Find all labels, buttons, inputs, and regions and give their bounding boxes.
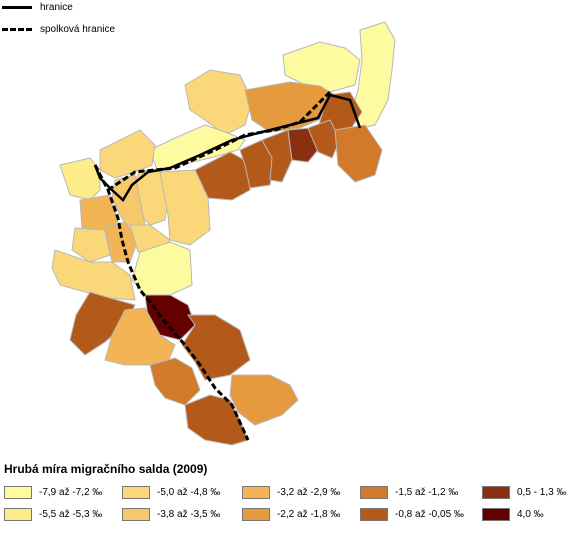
legend-class-8: -0,8 až -0,05 ‰ xyxy=(360,508,464,521)
legend-swatch xyxy=(482,486,510,499)
border-line-sample xyxy=(2,6,32,9)
choropleth-legend: Hrubá míra migračního salda (2009) -7,9 … xyxy=(0,458,584,534)
state-border-line-sample xyxy=(2,28,32,31)
region-east-5[interactable] xyxy=(307,119,341,159)
legend-class-label: 0,5 - 1,3 ‰ xyxy=(517,487,567,498)
legend-class-1: -7,9 až -7,2 ‰ xyxy=(4,486,102,499)
legend-swatch xyxy=(4,486,32,499)
legend-class-4: -3,8 až -3,5 ‰ xyxy=(122,508,220,521)
legend-class-10: 4,0 ‰ xyxy=(482,508,544,521)
legend-swatch xyxy=(122,486,150,499)
legend-class-label: -3,2 až -2,9 ‰ xyxy=(277,487,341,498)
region-north-3[interactable] xyxy=(184,69,253,136)
legend-class-label: -7,9 až -7,2 ‰ xyxy=(39,487,103,498)
legend-swatch xyxy=(360,508,388,521)
border-line xyxy=(93,93,362,202)
region-north-1[interactable] xyxy=(282,41,361,93)
legend-class-2: -5,5 až -5,3 ‰ xyxy=(4,508,102,521)
region-central-9[interactable] xyxy=(131,241,193,296)
border-legend-label: hranice xyxy=(40,2,73,13)
legend-class-label: 4,0 ‰ xyxy=(517,509,544,520)
state-border-legend-item: spolková hranice xyxy=(2,24,115,35)
legend-swatch xyxy=(242,486,270,499)
legend-class-6: -2,2 až -1,8 ‰ xyxy=(242,508,340,521)
region-north-2[interactable] xyxy=(351,21,396,129)
state-border-line xyxy=(93,164,250,441)
legend-title: Hrubá míra migračního salda (2009) xyxy=(4,462,208,476)
legend-class-label: -5,5 až -5,3 ‰ xyxy=(39,509,103,520)
legend-class-5: -3,2 až -2,9 ‰ xyxy=(242,486,340,499)
region-south-5[interactable] xyxy=(149,357,201,406)
region-east-6[interactable] xyxy=(334,124,383,183)
legend-class-label: -0,8 až -0,05 ‰ xyxy=(395,509,464,520)
legend-swatch xyxy=(4,508,32,521)
region-north-7[interactable] xyxy=(99,129,156,179)
line-legend: hranice spolková hranice xyxy=(0,0,200,45)
state-border-legend-label: spolková hranice xyxy=(40,24,116,35)
legend-class-label: -1,5 až -1,2 ‰ xyxy=(395,487,459,498)
region-east-4[interactable] xyxy=(287,127,319,163)
region-central-8[interactable] xyxy=(51,249,136,301)
legend-swatch xyxy=(242,508,270,521)
legend-class-9: 0,5 - 1,3 ‰ xyxy=(482,486,566,499)
legend-class-label: -2,2 až -1,8 ‰ xyxy=(277,509,341,520)
region-central-5[interactable] xyxy=(71,227,111,263)
region-north-8[interactable] xyxy=(59,157,101,201)
legend-class-3: -5,0 až -4,8 ‰ xyxy=(122,486,220,499)
choropleth-map xyxy=(51,21,396,446)
border-legend-item: hranice xyxy=(2,2,73,13)
legend-class-label: -3,8 až -3,5 ‰ xyxy=(157,509,221,520)
region-south-1[interactable] xyxy=(69,291,136,356)
legend-class-7: -1,5 až -1,2 ‰ xyxy=(360,486,458,499)
legend-swatch xyxy=(360,486,388,499)
region-south-6[interactable] xyxy=(229,374,299,426)
legend-class-label: -5,0 až -4,8 ‰ xyxy=(157,487,221,498)
legend-swatch xyxy=(122,508,150,521)
region-central-2[interactable] xyxy=(159,169,211,246)
legend-swatch xyxy=(482,508,510,521)
